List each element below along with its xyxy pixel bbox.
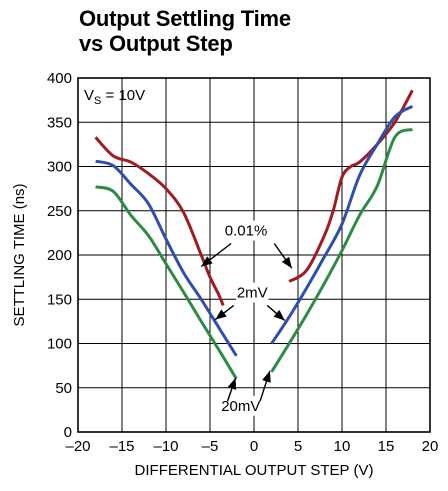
x-tick-label: 5 bbox=[294, 438, 302, 455]
x-tick-label: –20 bbox=[65, 438, 90, 455]
grid bbox=[77, 77, 431, 433]
x-tick-label: 20 bbox=[422, 438, 439, 455]
x-tick-label: –15 bbox=[109, 438, 134, 455]
y-tick-label: 350 bbox=[47, 114, 72, 131]
arrow-head-0 bbox=[201, 256, 213, 267]
supply-sub: S bbox=[94, 95, 101, 107]
supply-voltage-label: VS = 10V bbox=[84, 87, 145, 107]
annotation-1: 2mV bbox=[237, 284, 268, 301]
arrow-head-5 bbox=[262, 370, 271, 383]
chart-title-line2: vs Output Step bbox=[79, 31, 233, 56]
series-0-segment-1 bbox=[288, 89, 414, 283]
series-2-segment-1 bbox=[270, 127, 414, 373]
y-tick-label: 300 bbox=[47, 159, 72, 176]
tick-labels: –20 –15 –10 –5 0 5 10 15 20050100150200250300350… bbox=[47, 70, 438, 455]
x-tick-label: 15 bbox=[378, 438, 395, 455]
series-1-segment-0 bbox=[95, 159, 238, 357]
y-tick-label: 100 bbox=[47, 336, 72, 353]
series-lines bbox=[94, 89, 414, 380]
arrow-head-1 bbox=[281, 256, 292, 269]
plot-frame bbox=[77, 77, 431, 433]
arrow-head-3 bbox=[273, 309, 285, 321]
arrow-head-2 bbox=[215, 309, 227, 320]
annotation-bg-0 bbox=[221, 220, 272, 241]
arrow-head-4 bbox=[227, 378, 237, 390]
x-tick-label: 10 bbox=[334, 438, 351, 455]
annotation-bg-2 bbox=[220, 395, 262, 416]
y-axis-label: SETTLING TIME (ns) bbox=[11, 183, 28, 326]
supply-v: V bbox=[84, 87, 94, 104]
series-0-segment-0 bbox=[94, 136, 225, 307]
x-tick-label: 0 bbox=[250, 438, 258, 455]
y-tick-label: 50 bbox=[55, 380, 72, 397]
annotations: 0.01% 2mV 20mV bbox=[200, 220, 293, 416]
y-tick-label: 0 bbox=[64, 424, 72, 441]
chart-title: Output Settling Time vs Output Step bbox=[79, 6, 291, 56]
annotation-bg-1 bbox=[236, 282, 269, 303]
annotation-0: 0.01% bbox=[225, 223, 268, 240]
x-tick-label: –10 bbox=[153, 438, 178, 455]
supply-value: = 10V bbox=[101, 87, 145, 104]
chart-title-line1: Output Settling Time bbox=[79, 6, 291, 31]
y-tick-label: 150 bbox=[47, 291, 72, 308]
y-tick-label: 200 bbox=[47, 247, 72, 264]
y-tick-label: 250 bbox=[47, 203, 72, 220]
x-tick-label: –5 bbox=[202, 438, 219, 455]
series-1-segment-1 bbox=[270, 104, 414, 345]
annotation-2: 20mV bbox=[221, 398, 260, 415]
series-2-segment-0 bbox=[95, 185, 238, 380]
y-tick-label: 400 bbox=[47, 70, 72, 87]
x-axis-label: DIFFERENTIAL OUTPUT STEP (V) bbox=[135, 462, 374, 479]
